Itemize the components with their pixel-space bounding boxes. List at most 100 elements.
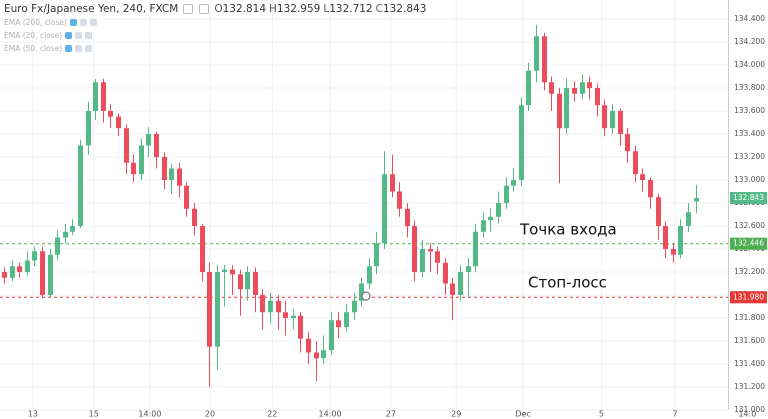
- candle-body: [306, 338, 311, 353]
- candle-body: [268, 300, 273, 313]
- candle-body: [587, 82, 592, 88]
- indicator-close: [85, 45, 93, 52]
- candle-body: [131, 162, 136, 175]
- candle-body: [40, 251, 45, 295]
- candle-body: [640, 174, 645, 180]
- candle-body: [78, 145, 83, 226]
- candle-body: [648, 179, 653, 198]
- candle-body: [694, 198, 699, 202]
- candle-body: [184, 185, 189, 209]
- candle-body: [443, 262, 448, 284]
- candle-body: [405, 208, 410, 226]
- indicator-name: EMA (20, close): [4, 31, 63, 40]
- candle-body: [671, 248, 676, 255]
- price-tag: [730, 291, 767, 304]
- y-tick-label: 131.600: [734, 336, 765, 345]
- y-tick-label: 131.400: [734, 359, 765, 368]
- candle-body: [496, 202, 501, 217]
- x-tick-label: 27: [386, 410, 396, 419]
- candle-body: [610, 110, 615, 129]
- candle-body: [108, 110, 113, 117]
- ohlc-value: 132.712: [329, 3, 373, 15]
- candle-body: [595, 87, 600, 106]
- y-tick-label: 132.200: [734, 267, 765, 276]
- y-tick-label: 132.600: [734, 221, 765, 230]
- indicator-row[interactable]: EMA (200, close): [4, 18, 97, 27]
- candle-body: [238, 274, 243, 290]
- candle-body: [276, 300, 281, 313]
- indicator-row[interactable]: EMA (50, close): [4, 44, 93, 53]
- ohlc-key: L: [323, 3, 330, 15]
- candle-body: [397, 191, 402, 209]
- y-tick-label: 134.200: [734, 37, 765, 46]
- candle-body: [314, 352, 319, 359]
- ohlc-value: 132.959: [276, 3, 321, 15]
- candle-body: [336, 320, 341, 328]
- indicator-close: [89, 19, 97, 26]
- ohlc-key: O: [214, 3, 223, 15]
- settings-icon[interactable]: [183, 4, 194, 14]
- x-tick-label: 5: [599, 410, 604, 419]
- candle-body: [420, 248, 425, 272]
- candle-body: [542, 36, 547, 83]
- indicator-row[interactable]: EMA (20, close): [4, 31, 93, 40]
- candle-body: [390, 174, 395, 192]
- candle-body: [580, 82, 585, 94]
- y-tick-label: 133.800: [734, 83, 765, 92]
- y-tick-label: 133.200: [734, 152, 765, 161]
- indicator-close: [85, 32, 93, 39]
- candle-body: [101, 82, 106, 111]
- price-tag-label: 131.980: [733, 292, 764, 301]
- y-tick-label: 131.800: [734, 313, 765, 322]
- ohlc-value: 132.814: [222, 3, 267, 15]
- candle-body: [298, 315, 303, 339]
- candle-body: [207, 271, 212, 347]
- candle-body: [686, 212, 691, 226]
- candle-body: [192, 208, 197, 226]
- candle-body: [200, 225, 205, 272]
- candle-body: [70, 225, 75, 232]
- x-tick-label: Dec: [515, 410, 530, 419]
- y-tick-label: 133.000: [734, 175, 765, 184]
- symbol-title[interactable]: Euro Fx/Japanese Yen, 240, FXCM: [4, 3, 179, 15]
- x-tick-label: 14:00: [319, 410, 342, 419]
- candle-body: [124, 128, 129, 163]
- candle-body: [564, 87, 569, 129]
- candle-body: [511, 179, 516, 186]
- candle-body: [602, 105, 607, 129]
- candle-body: [169, 168, 174, 180]
- candle-body: [93, 82, 98, 111]
- candle-body: [321, 350, 326, 359]
- compare-icon[interactable]: [199, 4, 210, 14]
- candle-body: [481, 220, 486, 232]
- level-annotation: Точка входа: [519, 221, 617, 239]
- price-tag-label: 132.446: [733, 239, 764, 248]
- candle-body: [504, 185, 509, 203]
- candle-body: [139, 145, 144, 175]
- candle-body: [177, 168, 182, 186]
- candle-body: [344, 312, 349, 328]
- candle-body: [17, 266, 22, 272]
- price-axis-panel: [728, 0, 768, 419]
- x-tick-label: 13: [28, 410, 38, 419]
- y-tick-label: 134.000: [734, 60, 765, 69]
- candle-body: [146, 133, 151, 146]
- candle-body: [663, 225, 668, 249]
- indicator-eye: [65, 45, 73, 52]
- ohlc-key: C: [375, 3, 383, 15]
- last-price-label: 132.843: [733, 193, 764, 202]
- alert-point[interactable]: [361, 291, 371, 301]
- candle-body: [488, 216, 493, 221]
- candle-body: [283, 312, 288, 318]
- indicator-settings: [79, 19, 87, 26]
- x-tick-label: 20: [205, 410, 215, 419]
- x-tick-label: 14:00: [138, 410, 161, 419]
- candle-body: [656, 197, 661, 226]
- candle-body: [572, 87, 577, 94]
- candle-body: [633, 151, 638, 175]
- x-tick-label: 14:0: [738, 410, 756, 419]
- candle-body: [25, 260, 30, 272]
- x-tick-label: 22: [267, 410, 277, 419]
